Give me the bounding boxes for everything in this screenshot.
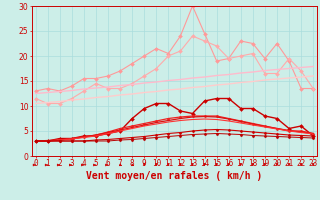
X-axis label: Vent moyen/en rafales ( km/h ): Vent moyen/en rafales ( km/h ) bbox=[86, 171, 262, 181]
